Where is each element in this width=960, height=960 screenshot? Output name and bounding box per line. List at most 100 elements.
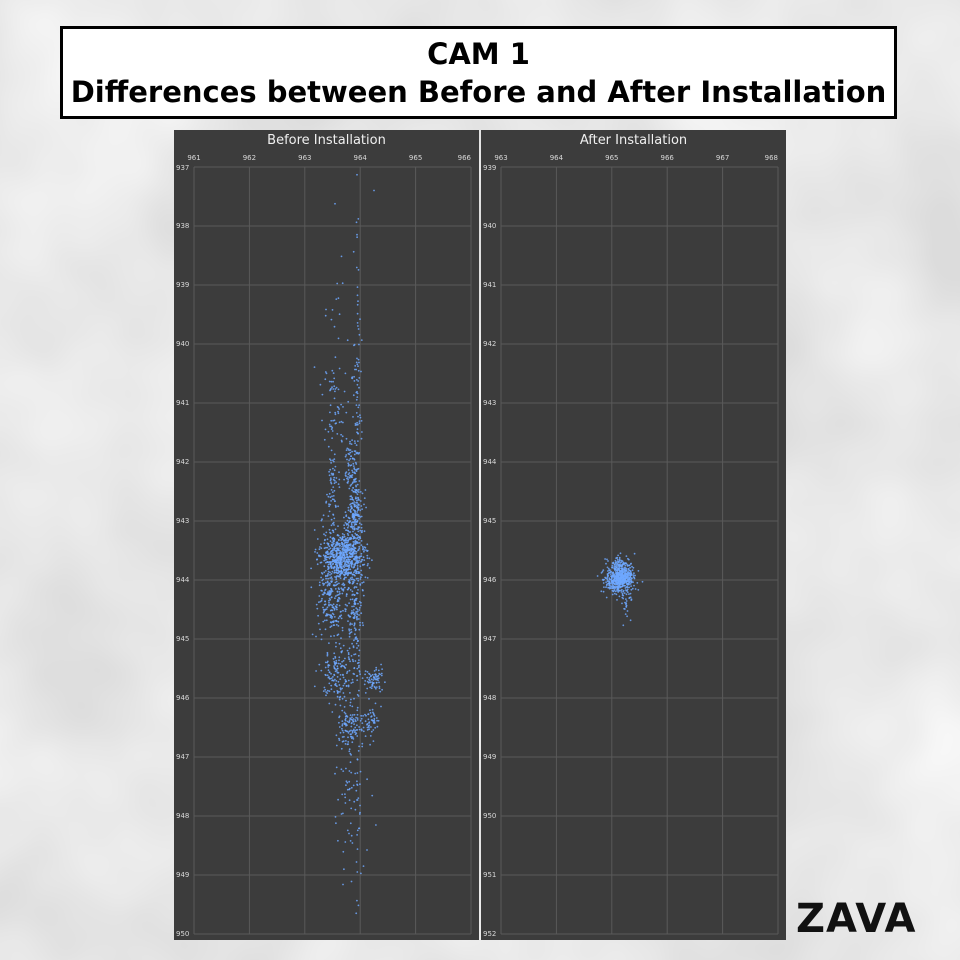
scatter-point [338, 726, 341, 728]
scatter-point [336, 667, 339, 670]
scatter-point [355, 523, 357, 526]
scatter-point [358, 545, 361, 548]
scatter-point [326, 614, 328, 616]
scatter-point [336, 608, 338, 611]
scatter-point [334, 682, 337, 685]
scatter-point [341, 588, 344, 591]
scatter-point [334, 390, 336, 393]
scatter-point [358, 659, 360, 661]
scatter-point [350, 771, 353, 774]
scatter-point [608, 582, 610, 584]
scatter-point [355, 391, 358, 394]
scatter-point [350, 553, 353, 556]
scatter-point [616, 575, 619, 578]
scatter-point [614, 583, 617, 586]
scatter-point [351, 555, 354, 558]
scatter-point [633, 584, 635, 587]
scatter-point [328, 603, 330, 606]
scatter-point [356, 729, 359, 731]
scatter-point [354, 653, 357, 655]
scatter-point [344, 522, 347, 524]
scatter-point [330, 688, 333, 691]
scatter-point [624, 564, 627, 567]
scatter-point [356, 521, 359, 523]
scatter-point [343, 566, 346, 569]
scatter-point [356, 724, 358, 727]
scatter-point [619, 586, 622, 589]
scatter-point [355, 675, 358, 677]
scatter-point [360, 872, 362, 875]
scatter-point [334, 202, 336, 205]
scatter-point [368, 728, 370, 731]
scatter-point [362, 726, 365, 729]
scatter-point [368, 567, 371, 569]
scatter-point [359, 491, 362, 493]
scatter-point [355, 477, 357, 480]
scatter-point [625, 570, 628, 572]
scatter-point [324, 428, 327, 431]
scatter-point [338, 656, 341, 659]
scatter-point [339, 678, 342, 680]
scatter-point [333, 635, 335, 637]
scatter-point [350, 807, 353, 810]
scatter-point [350, 834, 353, 837]
scatter-point [616, 574, 619, 576]
scatter-point [340, 637, 342, 639]
scatter-point [350, 502, 353, 505]
scatter-point [341, 533, 344, 535]
scatter-point [336, 583, 339, 586]
scatter-point [617, 577, 620, 580]
scatter-point [335, 386, 338, 389]
scatter-point [358, 377, 361, 379]
scatter-point [343, 711, 346, 714]
scatter-point [337, 617, 340, 619]
scatter-point [350, 561, 352, 563]
scatter-point [346, 547, 349, 549]
scatter-point [326, 584, 329, 587]
scatter-point [344, 548, 346, 550]
scatter-point [347, 620, 349, 622]
scatter-point [602, 590, 605, 593]
scatter-point [353, 605, 355, 608]
scatter-point [632, 581, 634, 584]
y-tick-label: 944 [176, 576, 190, 584]
scatter-point [345, 411, 348, 414]
scatter-point [375, 687, 377, 690]
scatter-point [332, 540, 335, 543]
scatter-point [325, 608, 328, 610]
x-tick-label: 962 [243, 154, 256, 162]
scatter-point [345, 784, 347, 787]
scatter-point [621, 588, 623, 591]
scatter-point [353, 505, 356, 508]
scatter-point [353, 713, 356, 716]
scatter-point [353, 624, 356, 627]
x-tick-label: 968 [765, 154, 778, 162]
scatter-point [637, 589, 640, 591]
scatter-points [310, 173, 386, 915]
scatter-point [357, 358, 360, 361]
scatter-point [368, 557, 371, 560]
scatter-point [344, 546, 347, 549]
scatter-point [350, 507, 353, 510]
scatter-point [367, 713, 369, 716]
scatter-points [596, 552, 644, 627]
scatter-point [350, 786, 353, 789]
scatter-point [351, 469, 353, 472]
scatter-point [319, 546, 321, 548]
scatter-point [330, 472, 333, 475]
scatter-point [324, 378, 327, 381]
scatter-point [339, 547, 341, 549]
scatter-point [368, 726, 370, 729]
scatter-point [340, 651, 343, 654]
scatter-point [355, 398, 358, 401]
scatter-point [348, 720, 351, 723]
scatter-point [332, 478, 335, 481]
scatter-point [375, 717, 378, 719]
scatter-point [357, 579, 360, 582]
scatter-point [348, 719, 351, 722]
scatter-point [354, 598, 356, 601]
scatter-point [365, 714, 367, 717]
scatter-point [353, 467, 356, 469]
scatter-point [357, 589, 359, 591]
scatter-point [324, 538, 326, 541]
